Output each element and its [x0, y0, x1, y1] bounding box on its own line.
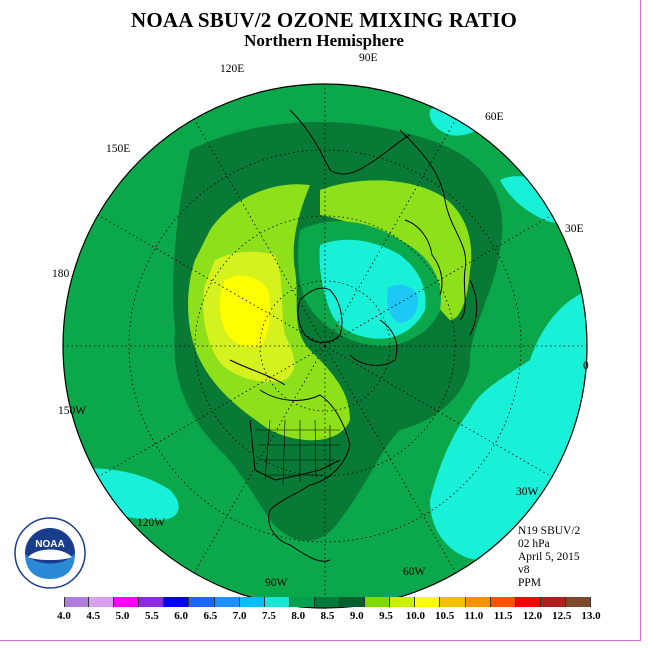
colorbar-tick-label: 5.5: [144, 610, 159, 622]
colorbar-tick-label: 8.5: [320, 610, 335, 622]
colorbar-tick-label: 6.5: [203, 610, 218, 622]
colorbar-swatch: [139, 597, 165, 607]
state-boundaries: [255, 419, 340, 486]
colorbar-swatch: [214, 597, 240, 607]
colorbar-tick-label: 12.0: [522, 610, 543, 622]
map-boundary: [62, 83, 588, 609]
colorbar-swatch: [515, 597, 541, 607]
colorbar-tick-label: 11.0: [464, 610, 484, 622]
colorbar-tick-label: 11.5: [493, 610, 513, 622]
meta-level: 02 hPa: [518, 538, 550, 550]
colorbar-swatch: [314, 597, 341, 607]
colorbar-swatch: [465, 597, 491, 607]
colorbar-swatch: [390, 597, 416, 607]
colorbar-swatch: [440, 597, 466, 607]
noaa-logo: NOAA: [14, 517, 86, 589]
meta-satellite: N19 SBUV/2: [518, 525, 581, 537]
colorbar-tick-label: 4.5: [86, 610, 101, 622]
lon-label-60w: 60W: [403, 566, 426, 578]
coastlines: [229, 109, 478, 562]
colorbar-swatch: [264, 597, 290, 607]
colorbar-tick-label: 13.0: [581, 610, 601, 622]
colorbar-tick-label: 10.0: [405, 610, 425, 622]
lon-label-180: 180: [52, 268, 70, 280]
colorbar-tick-label: 10.5: [434, 610, 455, 622]
graticule: [63, 84, 587, 608]
colorbar-tick-label: 12.5: [552, 610, 572, 622]
lon-label-0: 0: [583, 360, 589, 372]
colorbar-tick-label: 6.0: [174, 610, 188, 622]
ozone-field: [63, 84, 587, 608]
colorbar-swatch: [164, 597, 190, 607]
lon-label-30e: 30E: [565, 223, 584, 235]
colorbar-tick-label: 8.0: [291, 610, 306, 622]
colorbar-swatch: [365, 597, 391, 607]
meta-version: v8: [518, 564, 530, 576]
meta-info: N19 SBUV/2 02 hPa April 5, 2015 v8 PPM: [518, 525, 580, 590]
colorbar-swatch: [114, 597, 140, 607]
colorbar-tick-label: 7.0: [232, 610, 247, 622]
map-subtitle: Northern Hemisphere: [244, 31, 404, 50]
field-level-10-5: [219, 275, 270, 347]
colorbar-swatch: [565, 597, 591, 607]
lon-label-60e: 60E: [485, 111, 504, 123]
colorbar-swatch: [239, 597, 265, 607]
colorbar-tick-label: 7.5: [262, 610, 276, 622]
lon-label-90e: 90E: [359, 52, 378, 64]
meta-units: PPM: [518, 577, 542, 589]
colorbar-tick-label: 4.0: [57, 610, 71, 622]
noaa-logo-text: NOAA: [35, 539, 64, 550]
colorbar-tick-label: 9.0: [349, 610, 364, 622]
colorbar-swatch: [415, 597, 441, 607]
colorbar-swatch: [490, 597, 516, 607]
lon-label-30w: 30W: [516, 486, 539, 498]
lon-label-150w: 150W: [58, 405, 87, 417]
meta-date: April 5, 2015: [518, 551, 580, 563]
colorbar-swatch: [89, 597, 115, 607]
colorbar-swatch: [64, 597, 90, 607]
lon-label-120w: 120W: [137, 517, 166, 529]
colorbar-swatch: [340, 597, 366, 607]
colorbar-swatch: [289, 597, 315, 607]
colorbar-tick-label: 9.5: [379, 610, 393, 622]
colorbar-tick-label: 5.0: [115, 610, 130, 622]
lon-label-90w: 90W: [265, 577, 288, 589]
colorbar-swatch: [540, 597, 566, 607]
field-level-7-5: [387, 284, 419, 323]
map-title: NOAA SBUV/2 OZONE MIXING RATIO: [131, 8, 517, 32]
colorbar: [64, 597, 591, 607]
colorbar-swatch: [189, 597, 215, 607]
lon-label-120e: 120E: [220, 63, 245, 75]
plot-frame: [0, 0, 641, 641]
lon-label-150e: 150E: [106, 143, 131, 155]
